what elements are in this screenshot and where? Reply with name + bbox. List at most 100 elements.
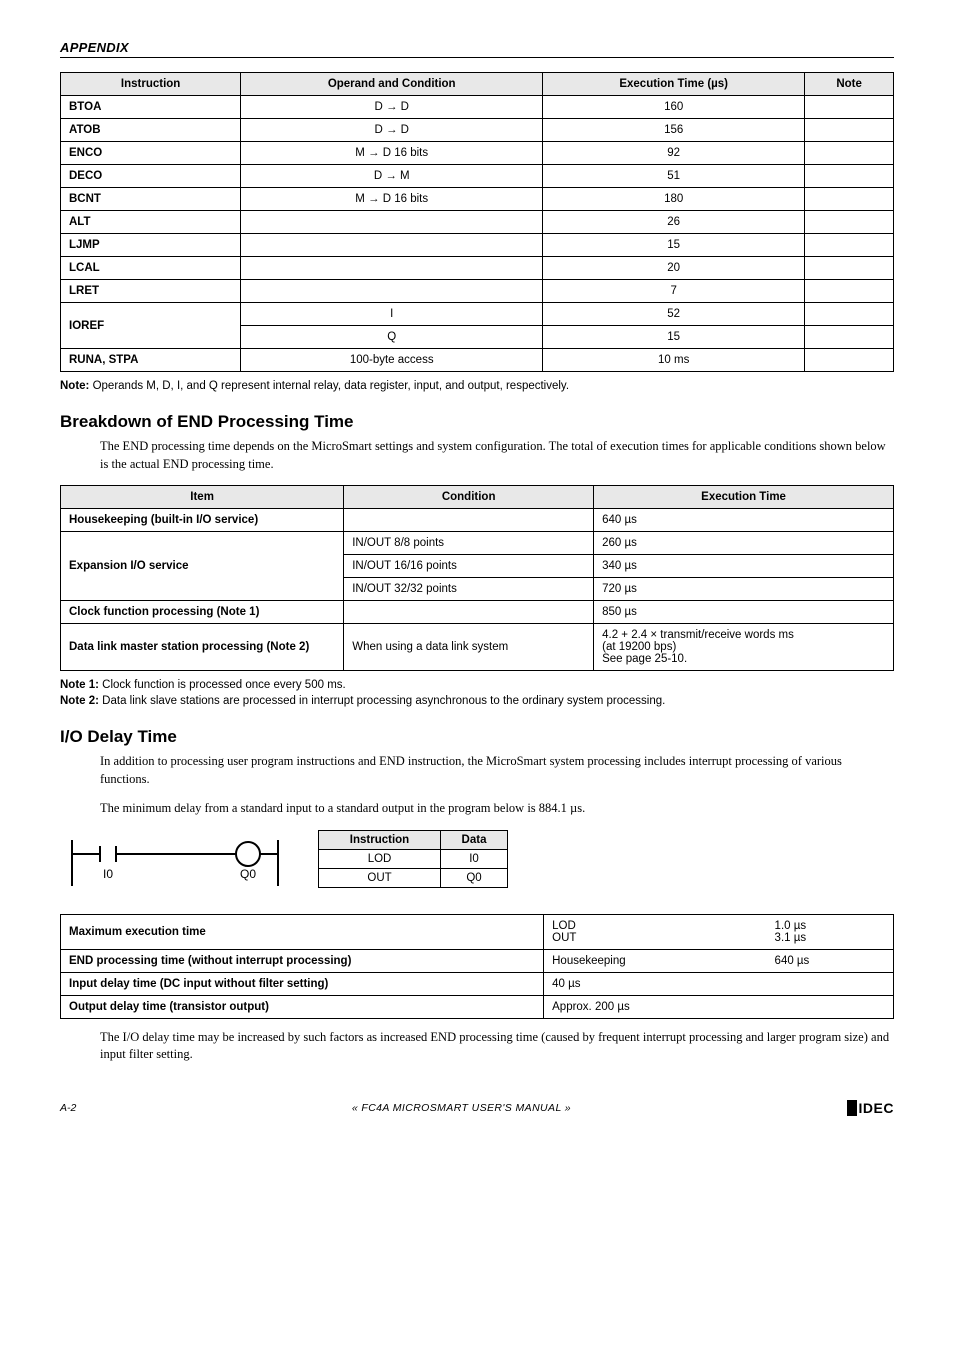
cell-val: 40 µs: [544, 972, 894, 995]
note-text: Clock function is processed once every 5…: [99, 679, 346, 691]
cell: [805, 142, 894, 165]
table-row: LRET7: [61, 280, 894, 303]
cell: 100-byte access: [241, 349, 543, 372]
cell-label: Maximum execution time: [61, 914, 544, 949]
cell: OUT: [319, 868, 441, 887]
cell-label: Input delay time (DC input without filte…: [61, 972, 544, 995]
cell: 26: [543, 211, 805, 234]
table-row: Data link master station processing (Not…: [61, 624, 894, 671]
cell: D → M: [241, 165, 543, 188]
th-instr: Instruction: [319, 830, 441, 849]
table-row: LOD I0: [319, 849, 508, 868]
cell: 10 ms: [543, 349, 805, 372]
instruction-data-table: Instruction Data LOD I0 OUT Q0: [318, 830, 508, 888]
th-exectime: Execution Time (µs): [543, 73, 805, 96]
cell: RUNA, STPA: [61, 349, 241, 372]
idec-logo: IDEC: [847, 1100, 894, 1116]
cell-val: LOD OUT: [544, 914, 767, 949]
cell: ALT: [61, 211, 241, 234]
cell-label: Output delay time (transistor output): [61, 995, 544, 1018]
cell: LJMP: [61, 234, 241, 257]
cell: D → D: [241, 96, 543, 119]
section-io-body1: In addition to processing user program i…: [100, 753, 894, 788]
th-exectime2: Execution Time: [594, 486, 894, 509]
cell: I: [241, 303, 543, 326]
th-condition: Condition: [344, 486, 594, 509]
note-text: Operands M, D, I, and Q represent intern…: [89, 380, 569, 392]
cell: M → D 16 bits: [241, 188, 543, 211]
cell: IOREF: [61, 303, 241, 349]
cell: [805, 257, 894, 280]
cell: [805, 188, 894, 211]
note-label: Note 1:: [60, 679, 99, 691]
cell: Q: [241, 326, 543, 349]
instruction-table: Instruction Operand and Condition Execut…: [60, 72, 894, 372]
cell-exec: 4.2 + 2.4 × transmit/receive words ms (a…: [594, 624, 894, 671]
svg-text:Q0: Q0: [240, 867, 256, 881]
table-row: DECOD → M51: [61, 165, 894, 188]
cell-item: Expansion I/O service: [61, 532, 344, 601]
section-io-body2: The minimum delay from a standard input …: [100, 800, 894, 818]
note-label: Note:: [60, 380, 89, 392]
th-instruction: Instruction: [61, 73, 241, 96]
note-text: Data link slave stations are processed i…: [99, 695, 665, 707]
cell: I0: [441, 849, 508, 868]
cell: 52: [543, 303, 805, 326]
th-data: Data: [441, 830, 508, 849]
tail-paragraph: The I/O delay time may be increased by s…: [100, 1029, 894, 1064]
table-row: LJMP15: [61, 234, 894, 257]
cell: ATOB: [61, 119, 241, 142]
delay-time-table: Maximum execution time LOD OUT 1.0 µs 3.…: [60, 914, 894, 1019]
cell: 20: [543, 257, 805, 280]
cell: ENCO: [61, 142, 241, 165]
cell: [805, 349, 894, 372]
end-breakdown-table: Item Condition Execution Time Housekeepi…: [60, 485, 894, 671]
ladder-icon: I0 Q0: [60, 834, 290, 892]
cell: [805, 280, 894, 303]
cell: M → D 16 bits: [241, 142, 543, 165]
th-operand: Operand and Condition: [241, 73, 543, 96]
cell: [805, 234, 894, 257]
table-row: ALT 26: [61, 211, 894, 234]
footer-page: A-2: [60, 1102, 76, 1114]
cell: LCAL: [61, 257, 241, 280]
header-text: APPENDIX: [60, 40, 129, 55]
ladder-diagram-row: I0 Q0 Instruction Data LOD I0 OUT Q0: [60, 830, 894, 896]
cell: 51: [543, 165, 805, 188]
cell: LOD: [319, 849, 441, 868]
cell-item: Data link master station processing (Not…: [61, 624, 344, 671]
cell: [241, 280, 543, 303]
cell-exec: 260 µs: [594, 532, 894, 555]
cell: [241, 257, 543, 280]
cell: [805, 211, 894, 234]
cell: 15: [543, 326, 805, 349]
page-header: APPENDIX: [60, 40, 894, 58]
table-row: BCNTM → D 16 bits180: [61, 188, 894, 211]
table-row: OUT Q0: [319, 868, 508, 887]
section-end-title: Breakdown of END Processing Time: [60, 412, 894, 432]
cell: BCNT: [61, 188, 241, 211]
cell: 92: [543, 142, 805, 165]
table-row: ATOBD → D156: [61, 119, 894, 142]
cell: DECO: [61, 165, 241, 188]
note-1: Note 1: Clock function is processed once…: [60, 679, 894, 691]
cell-cond: IN/OUT 32/32 points: [344, 578, 594, 601]
cell-exec: 720 µs: [594, 578, 894, 601]
cell-exec: 340 µs: [594, 555, 894, 578]
table-row: Clock function processing (Note 1) 850 µ…: [61, 601, 894, 624]
cell: [805, 303, 894, 326]
logo-text: IDEC: [859, 1100, 894, 1116]
table-row: IOREFI52: [61, 303, 894, 326]
cell: Q0: [441, 868, 508, 887]
note-label: Note 2:: [60, 695, 99, 707]
cell-exec: 850 µs: [594, 601, 894, 624]
cell: BTOA: [61, 96, 241, 119]
table-row: RUNA, STPA100-byte access10 ms: [61, 349, 894, 372]
cell-label: END processing time (without interrupt p…: [61, 949, 544, 972]
section-io-title: I/O Delay Time: [60, 727, 894, 747]
cell: D → D: [241, 119, 543, 142]
cell-val: Housekeeping: [544, 949, 767, 972]
cell: [805, 165, 894, 188]
cell-val: 1.0 µs 3.1 µs: [767, 914, 894, 949]
cell: 7: [543, 280, 805, 303]
